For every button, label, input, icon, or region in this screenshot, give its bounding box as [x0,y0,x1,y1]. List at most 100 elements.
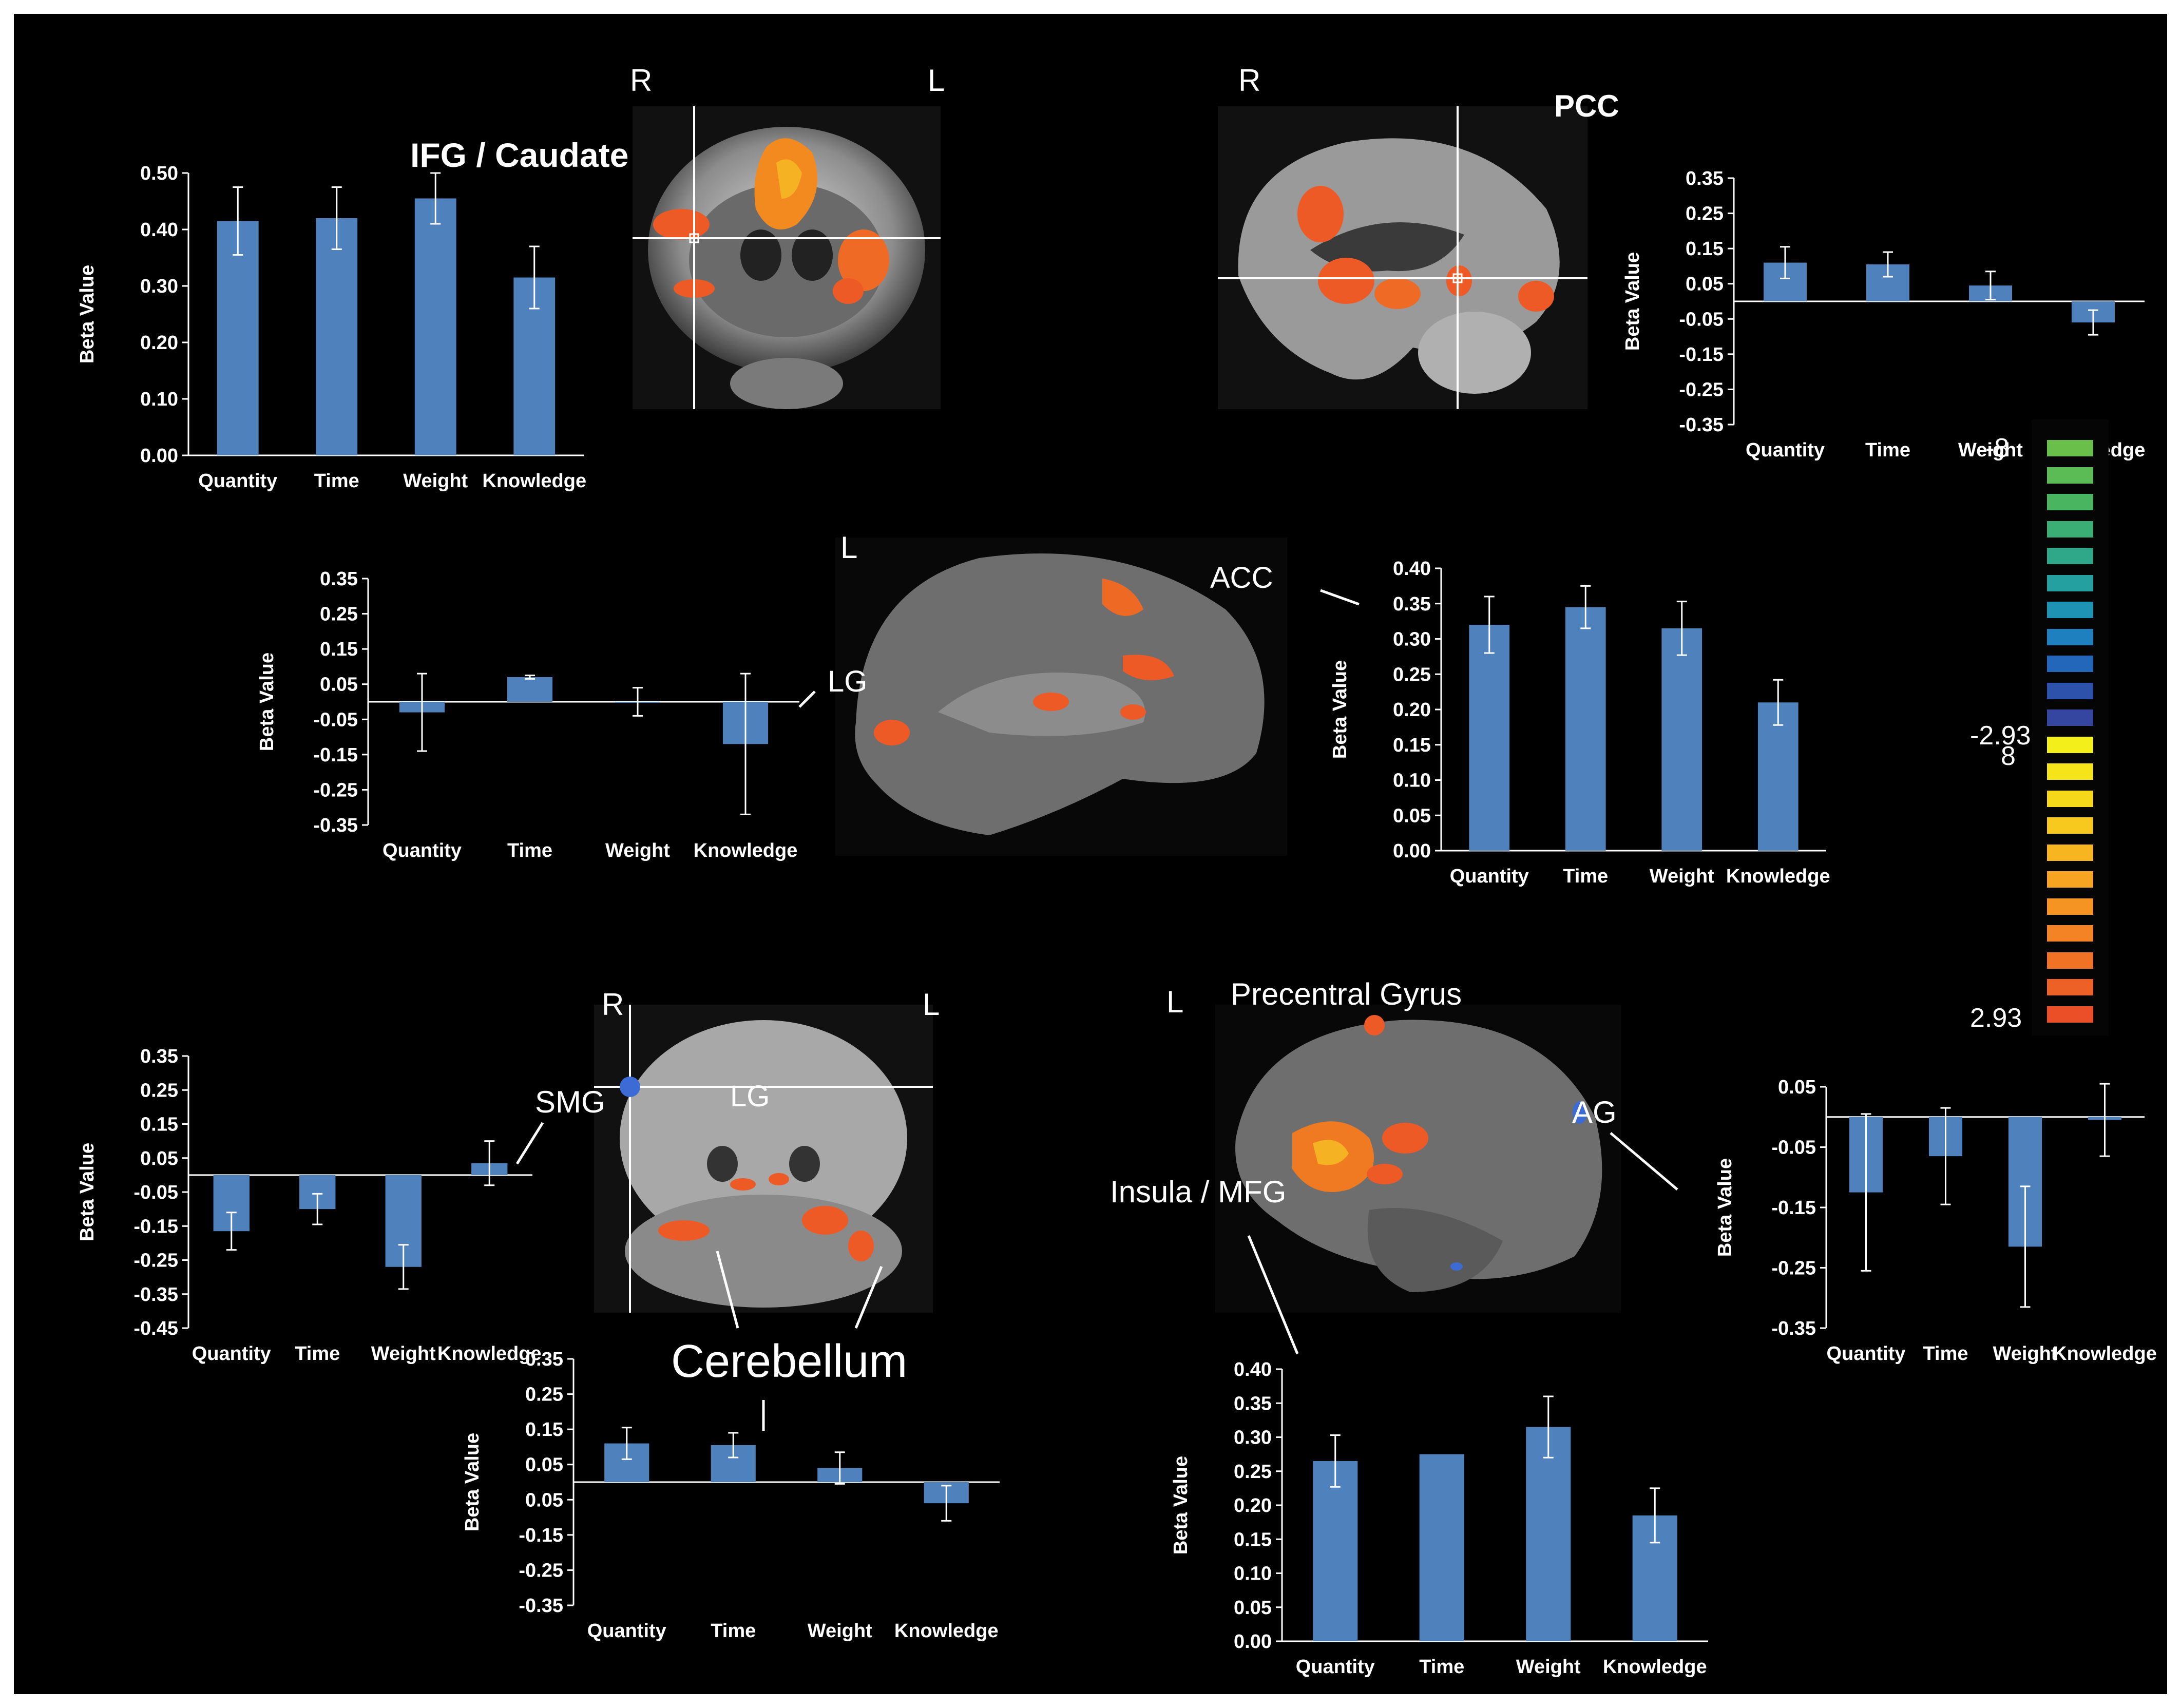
y-tick-label: -0.25 [1679,379,1724,400]
y-axis-label: Beta Value [462,1433,483,1531]
colorbar-segment [2047,763,2093,780]
orientation-r: R [602,987,624,1022]
orientation-l: L [928,63,945,98]
bar [217,221,259,455]
x-tick-label: Weight [403,470,468,492]
colorbar-segment [2047,1006,2093,1023]
y-tick-label: -0.15 [519,1525,563,1546]
colorbar-segment [2047,521,2093,538]
bar [1469,625,1510,851]
label-smg: SMG [535,1085,605,1119]
x-tick-label: Quantity [192,1343,271,1365]
y-tick-label: 0.50 [140,163,178,184]
label-precentral-gyrus: Precentral Gyrus [1231,977,1462,1011]
x-tick-label: Weight [808,1620,872,1642]
y-tick-label: 0.05 [1686,274,1724,295]
label-cerebellum: Cerebellum [671,1336,908,1387]
x-tick-label: Quantity [587,1620,666,1642]
coronal-slice-top [633,106,941,409]
y-tick-label: 0.40 [140,219,178,241]
label-acc: ACC [1210,561,1273,594]
x-tick-label: Weight [1958,439,2023,461]
x-tick-label: Weight [1650,866,1714,887]
y-tick-label: 0.30 [1393,629,1431,650]
orientation-r: R [630,63,653,98]
x-tick-label: Weight [371,1343,436,1365]
y-tick-label: 0.15 [320,639,358,660]
label-lg-bottom: LG [730,1080,770,1113]
label-ifg-caudate: IFG / Caudate [410,136,629,174]
y-tick-label: 0.00 [140,445,178,467]
x-tick-label: Knowledge [2053,1343,2157,1365]
colorbar-label-neg-min: -2.93 [1970,721,2031,751]
y-tick-label: 0.10 [1393,770,1431,792]
colorbar-segment [2047,574,2093,591]
bar-chart-smg: Beta Value 0.35 0.25 0.15 0.05 -0.05 -0.15 -0.2… [65,1046,543,1377]
y-tick-label: 0.20 [1393,699,1431,721]
label-insula-mfg: Insula / MFG [1110,1175,1287,1209]
bar-chart-ifg-caudate: Beta Value 0.50 0.40 0.30 0.20 0.10 0.00 Quanti… [65,163,594,504]
y-tick-label: 0.05 [525,1454,563,1476]
y-tick-label: -0.25 [313,779,358,801]
y-tick-label: -0.05 [313,709,358,731]
y-tick-label: 0.35 [1393,593,1431,615]
y-axis-label: Beta Value [1329,660,1351,759]
x-tick-label: Time [1419,1656,1464,1678]
bar [1661,628,1702,851]
x-tick-label: Time [314,470,359,492]
x-tick-label: Weight [1516,1656,1581,1678]
bar [507,677,553,702]
y-tick-label: -0.05 [1679,309,1724,330]
bar [1526,1427,1571,1641]
y-tick-label: 0.25 [1393,664,1431,685]
lateral-surface-brain [1215,1005,1621,1313]
x-tick-label: Time [295,1343,340,1365]
x-tick-label: Knowledge [894,1620,999,1642]
bar [414,198,456,455]
colorbar-segment [2047,682,2093,699]
y-tick-label: 0.00 [1234,1631,1272,1653]
colorbar-segment [2047,440,2093,456]
y-tick-label: 0.25 [525,1384,563,1406]
colorbar-segment [2047,602,2093,618]
bar-chart-insula-mfg: Beta Value 0.40 0.35 0.30 0.25 0.20 0.15 0.10 0.… [1159,1359,1718,1690]
y-tick-label: -0.15 [1679,344,1724,366]
orientation-l: L [1166,985,1184,1019]
y-tick-label: -0.15 [133,1216,178,1237]
x-tick-label: Quantity [1296,1656,1375,1678]
orientation-r: R [1238,63,1261,98]
colorbar-segment [2047,656,2093,672]
colorbar-segment [2047,844,2093,861]
colorbar-label-neg-max: -8 [1985,433,2010,463]
figure-panel: Beta Value 0.50 0.40 0.30 0.20 0.10 0.00 Quanti… [14,14,2167,1694]
bar-chart-ag: Beta Value 0.05 -0.05 -0.15 -0.25 -0.35 Quanti… [1703,1077,2157,1377]
y-tick-label: 0.40 [1393,558,1431,580]
y-tick-label: -0.35 [313,815,358,836]
y-tick-label: 0.10 [140,389,178,410]
colorbar-segment [2047,979,2093,995]
y-tick-label: 0.25 [320,604,358,625]
y-tick-label: -0.15 [313,744,358,766]
y-tick-label: -0.35 [519,1595,563,1617]
orientation-l: L [840,530,858,565]
y-tick-label: 0.15 [1686,238,1724,260]
y-tick-label: 0.35 [1234,1393,1272,1414]
y-tick-label: 0.15 [525,1419,563,1441]
x-tick-label: Time [507,840,552,861]
y-tick-label: -0.05 [1771,1137,1816,1159]
y-tick-label: 0.05 [320,674,358,696]
colorbar-label-pos-min: 2.93 [1970,1003,2022,1033]
x-tick-label: Time [1563,866,1608,887]
x-tick-label: Time [711,1620,756,1642]
y-axis-label: Beta Value [76,265,98,363]
sagittal-slice-top [1218,106,1587,409]
x-tick-label: Weight [605,840,670,861]
y-tick-label: 0.25 [1686,203,1724,225]
coronal-slice-bottom [594,1005,933,1313]
y-tick-label: 0.15 [1393,735,1431,756]
y-tick-label: 0.35 [1686,168,1724,189]
y-tick-label: 0.40 [1234,1359,1272,1380]
x-tick-label: Time [1923,1343,1968,1365]
y-tick-label: -0.45 [133,1318,178,1339]
y-tick-label: 0.15 [1234,1529,1272,1550]
